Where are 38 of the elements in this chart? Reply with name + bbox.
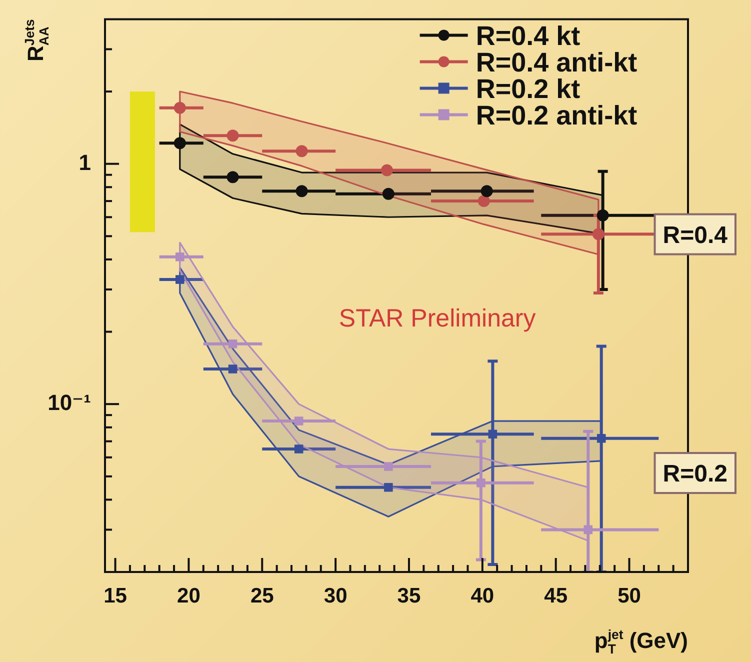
x-tick-label: 40 bbox=[470, 584, 494, 608]
annotation: R=0.2 bbox=[662, 460, 728, 488]
point bbox=[294, 416, 304, 426]
y-tick-label: 1 bbox=[78, 150, 91, 175]
x-tick-label: 25 bbox=[250, 584, 274, 608]
y-axis-title: RJetsAA bbox=[22, 19, 52, 62]
x-tick-label: 15 bbox=[104, 584, 128, 608]
point bbox=[294, 444, 304, 454]
point bbox=[228, 340, 238, 348]
point bbox=[476, 478, 486, 488]
point bbox=[176, 275, 184, 284]
point bbox=[596, 209, 609, 222]
point bbox=[380, 164, 393, 176]
point bbox=[382, 188, 394, 200]
x-tick-label: 35 bbox=[397, 584, 421, 608]
annotation: STAR Preliminary bbox=[338, 304, 536, 333]
point bbox=[176, 252, 184, 262]
y-tick-label: 10⁻¹ bbox=[48, 390, 91, 416]
point bbox=[228, 364, 238, 374]
x-tick-label: 50 bbox=[618, 584, 641, 608]
point bbox=[584, 525, 593, 534]
point bbox=[488, 430, 498, 438]
point bbox=[296, 145, 308, 158]
point bbox=[384, 462, 393, 471]
x-tick-label: 45 bbox=[544, 584, 568, 608]
point bbox=[174, 102, 186, 114]
point bbox=[174, 137, 186, 150]
point bbox=[226, 171, 239, 184]
point bbox=[592, 228, 604, 240]
point bbox=[384, 483, 393, 492]
point bbox=[480, 185, 493, 198]
point bbox=[596, 434, 606, 443]
point bbox=[226, 130, 239, 142]
x-tick-label: 20 bbox=[177, 584, 200, 608]
point bbox=[296, 185, 308, 198]
point bbox=[478, 195, 490, 208]
annotation: R=0.4 bbox=[662, 222, 728, 249]
x-tick-label: 30 bbox=[324, 584, 348, 608]
